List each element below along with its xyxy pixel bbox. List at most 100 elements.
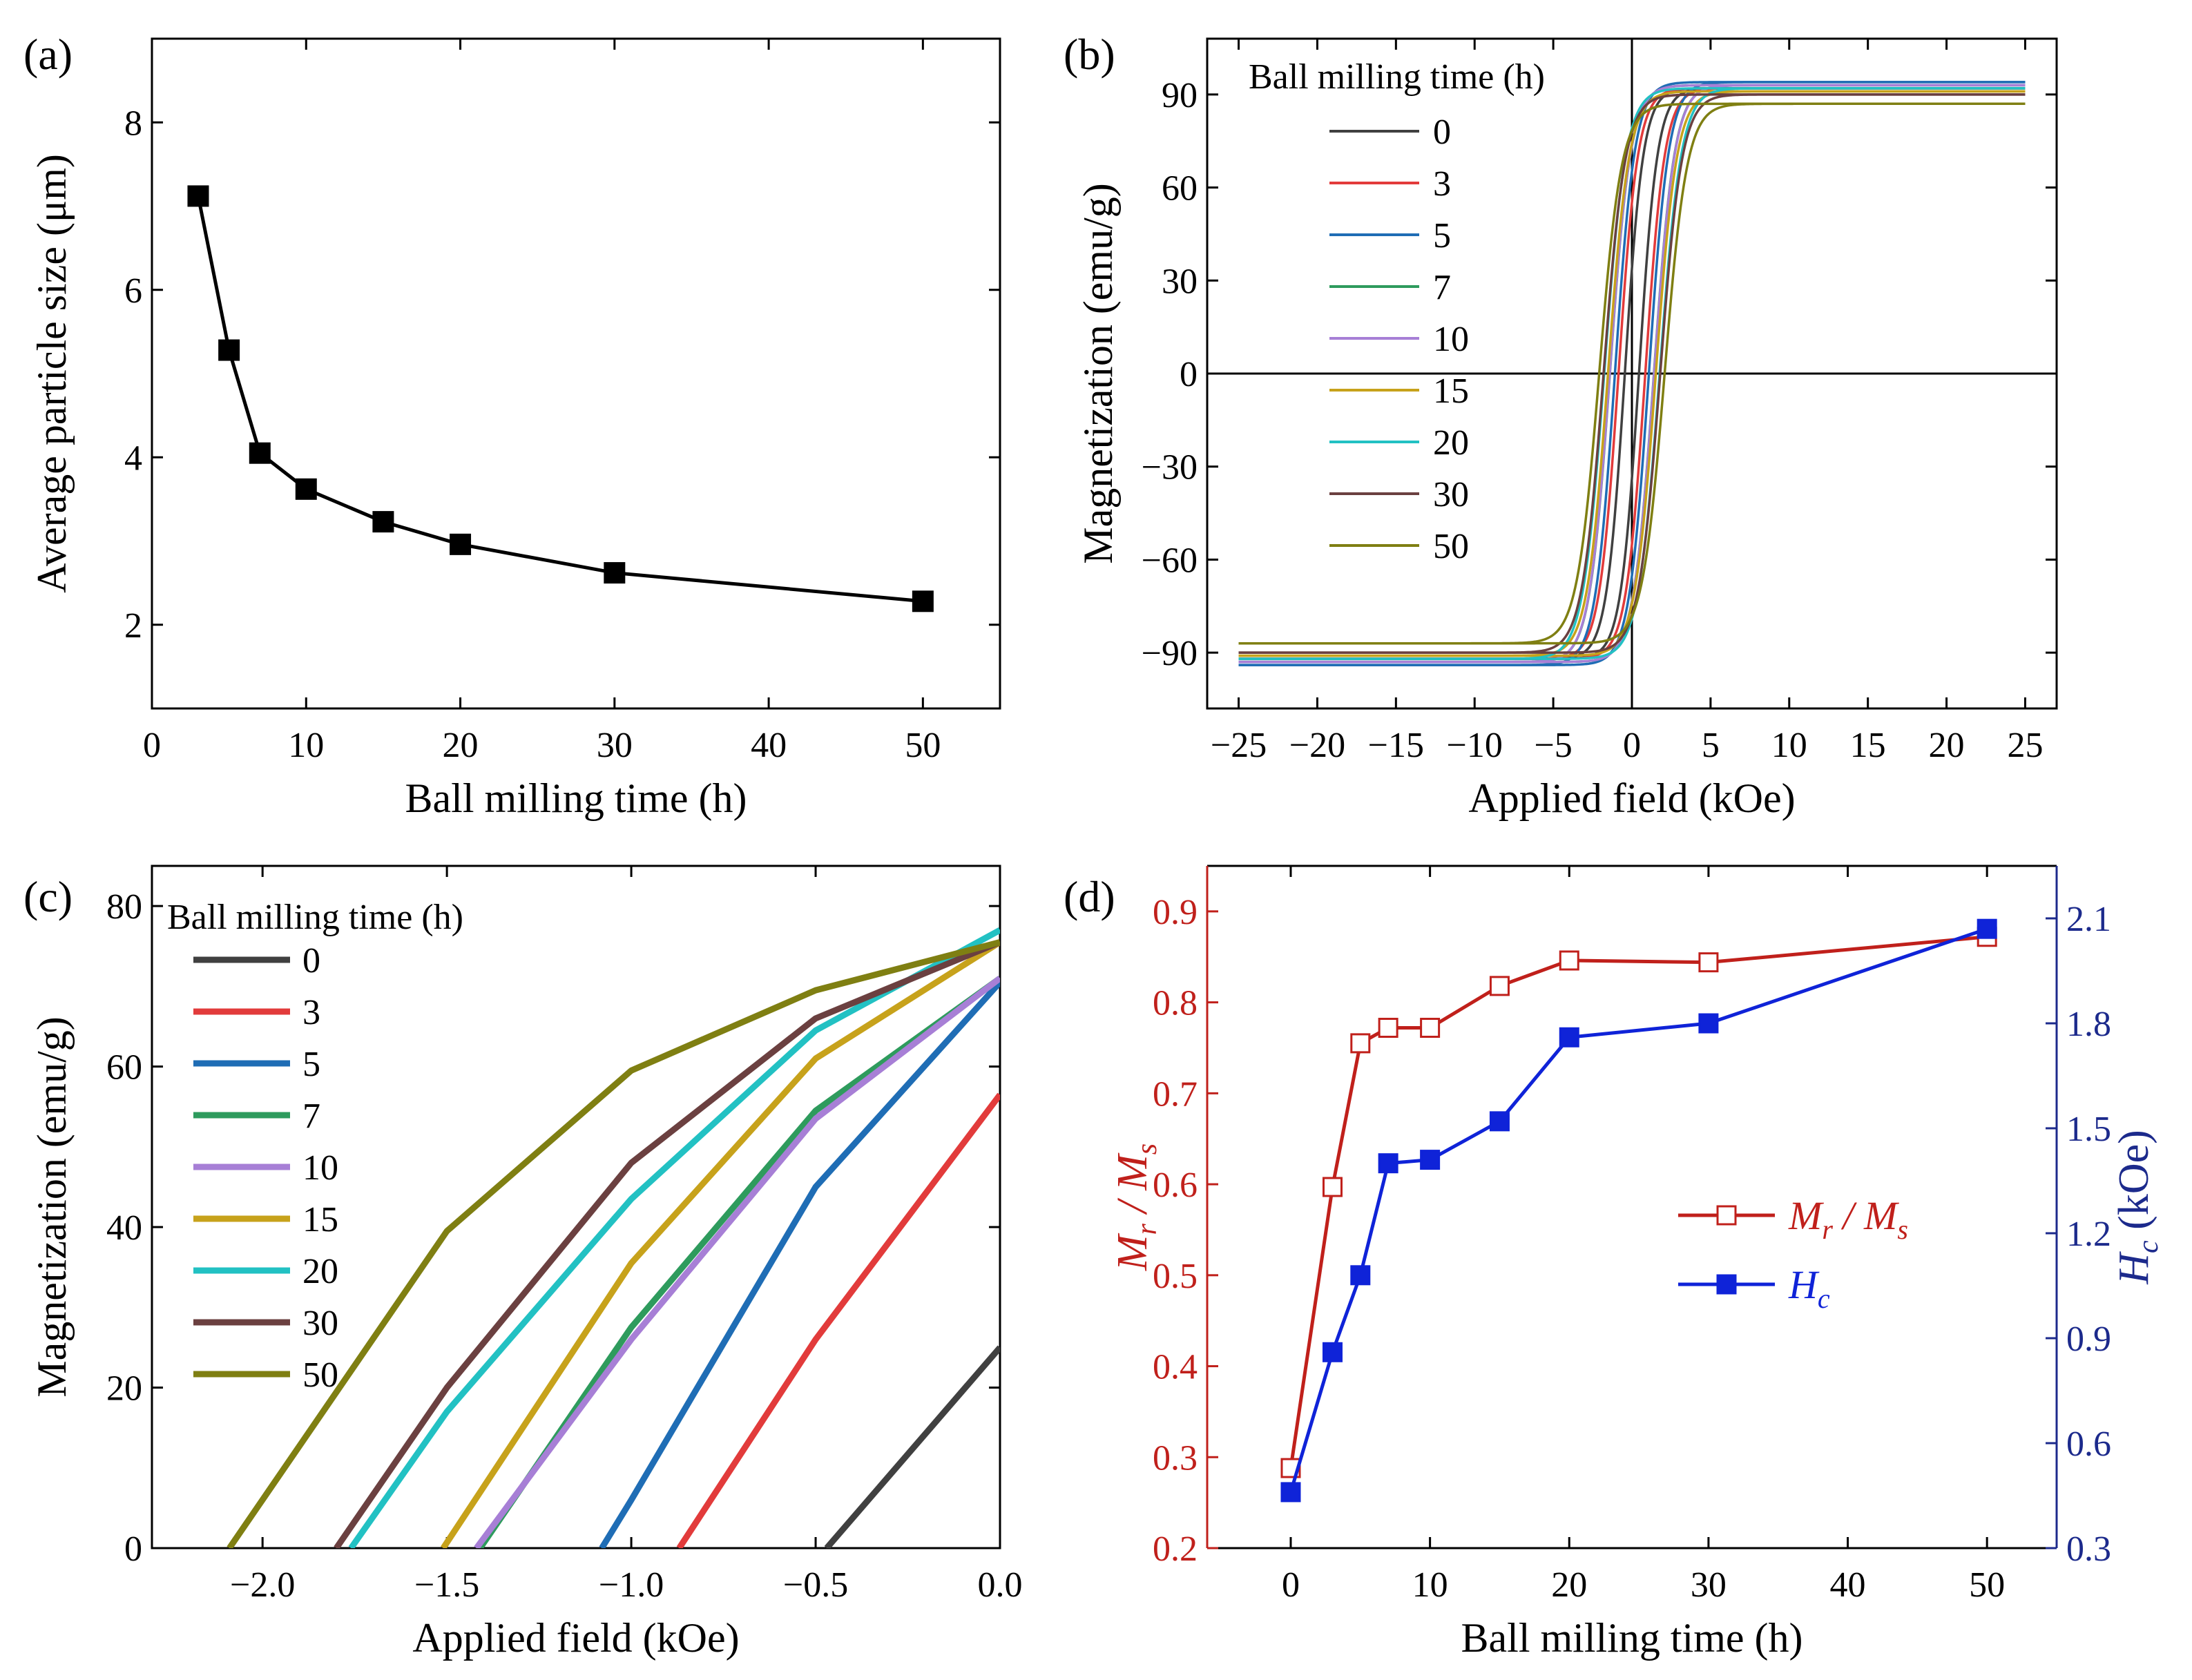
panel-b-ytick-label: 30 [1162,262,1198,301]
panel-c-legend-label-5: 5 [302,1045,320,1084]
panel-c-letter: (c) [23,872,73,921]
panel-d-right-ytick-label: 2.1 [2066,900,2111,939]
panel-b-series-line-5-descending [1238,81,2026,666]
panel-d-legend-label-mr-ms: Mr / Ms [1788,1193,1908,1245]
panel-a-data-point [372,511,394,533]
panel-b-legend-label-10: 10 [1433,320,1469,359]
panel-d-remanence-and-coercivity: (d) 0 10 20 30 40 50 0.2 0.3 0.4 0.5 0.6 0.7 0.8 0.9 0… [1064,865,2164,1661]
panel-c-legend-label-7: 7 [302,1097,320,1136]
panel-d-data-point-mr-ms [1420,1017,1441,1038]
panel-a-ytick-label: 6 [124,271,142,311]
panel-a-y-axis-title: Average particle size (μm) [29,154,75,593]
panel-b-ytick-label: −60 [1142,541,1198,580]
panel-c-legend-label-20: 20 [302,1252,338,1291]
panel-b-ytick-label: 60 [1162,169,1198,209]
panel-d-data-point-hc [1322,1342,1343,1362]
panel-d-right-ytick-label: 1.5 [2066,1110,2111,1149]
panel-c-series-line-7 [477,976,1000,1548]
panel-d-xtick-label: 40 [1830,1565,1866,1605]
panel-b-series-line-15-descending [1238,90,2026,657]
panel-b-legend-label-30: 30 [1433,475,1469,514]
panel-d-legend-marker-mr-ms [1716,1205,1737,1226]
panel-b-y-axis-title: Magnetization (emu/g) [1075,183,1121,563]
panel-d-data-point-hc [1977,918,1997,939]
panel-c-ytick-label: 20 [106,1369,142,1409]
panel-b-xtick-label: 10 [1771,726,1807,765]
panel-d-right-axis-title: Hc (kOe) [2111,1130,2164,1285]
panel-c-x-axis-title: Applied field (kOe) [412,1615,739,1661]
panel-b-legend-label-7: 7 [1433,268,1451,307]
panel-a-xtick-label: 40 [751,726,787,765]
panel-b-xtick-label: −25 [1211,726,1267,765]
panel-b-xtick-label: −20 [1289,726,1345,765]
panel-d-data-point-hc [1420,1150,1441,1170]
panel-c-legend-label-3: 3 [302,993,320,1032]
panel-b-legend-label-0: 0 [1433,113,1451,152]
panel-d-letter: (d) [1064,872,1115,921]
panel-a-data-point [218,339,240,361]
panel-c-legend-label-50: 50 [302,1355,338,1395]
panel-c-frame [151,865,1001,1549]
panel-d-x-axis-title: Ball milling time (h) [1461,1615,1803,1661]
panel-d-data-point-mr-ms [1378,1017,1398,1038]
panel-a-series-line [196,195,923,604]
panel-d-data-point-mr-ms [1698,952,1719,973]
panel-c-series-line-5 [599,980,1000,1548]
panel-b-xtick-label: 25 [2007,726,2043,765]
panel-d-xtick-label: 10 [1412,1565,1448,1605]
panel-a-ytick-label: 4 [124,438,142,478]
panel-d-left-axis-title: Mr / Ms [1109,1143,1163,1271]
panel-b-legend-label-3: 3 [1433,164,1451,204]
panel-d-right-axis-title-part: c [2133,1240,2164,1253]
panel-d-right-ytick-label: 0.9 [2066,1320,2111,1359]
panel-c-legend-label-15: 15 [302,1200,338,1239]
panel-d-legend-label-hc: Hc [1788,1262,1830,1314]
panel-c-xtick-label: −0.5 [783,1565,848,1605]
panel-b-legend-label-50: 50 [1433,527,1469,566]
panel-b-ytick-label: −90 [1142,634,1198,673]
panel-d-left-axis-title-part: / M [1109,1152,1156,1224]
panel-b-ytick-label: −30 [1142,448,1198,487]
panel-c-ytick-label: 60 [106,1048,142,1088]
panel-b-xtick-label: −15 [1368,726,1424,765]
panel-b-series-line-50-descending [1238,102,2026,645]
panel-c-xtick-label: −1.0 [599,1565,664,1605]
panel-c-legend-label-30: 30 [302,1304,338,1343]
panel-c-xtick-label: −1.5 [414,1565,479,1605]
panel-c-ytick-label: 0 [124,1529,142,1569]
panel-d-xtick-label: 50 [1969,1565,2005,1605]
panel-d-data-point-mr-ms [1322,1177,1343,1197]
panel-a-data-point [912,590,934,612]
panel-d-legend-label-part: M [1788,1193,1824,1238]
panel-b-xtick-label: 0 [1623,726,1641,765]
panel-a-ytick-label: 8 [124,104,142,143]
panel-d-left-ytick-label: 0.2 [1153,1529,1198,1569]
panel-c-series-line-15 [441,939,1000,1548]
panel-d-right-ytick-label: 0.3 [2066,1529,2111,1569]
panel-a-xtick-label: 30 [597,726,633,765]
panel-d-right-axis-title-part: (kOe) [2111,1130,2157,1240]
panel-c-y-axis-title: Magnetization (emu/g) [29,1016,75,1397]
panel-d-right-axis-title-part: H [2111,1251,2157,1285]
panel-d-left-ytick-label: 0.4 [1153,1348,1198,1387]
panel-c-xtick-label: 0.0 [978,1565,1023,1605]
panel-d-left-ytick-label: 0.8 [1153,984,1198,1023]
panel-d-left-axis-title-part: M [1109,1233,1156,1271]
panel-d-data-point-mr-ms [1489,976,1510,996]
panel-a-xtick-label: 20 [443,726,479,765]
panel-c-legend-label-10: 10 [302,1148,338,1188]
panel-b-hysteresis-loops: (b) −25 −20 −15 −10 −5 0 5 10 15 20 25−90−60−30030… [1064,30,2058,821]
panel-d-left-axis-title-part: r [1131,1223,1163,1235]
panel-b-legend-label-15: 15 [1433,371,1469,411]
panel-a-data-point [187,185,209,207]
panel-d-data-point-hc [1350,1265,1371,1286]
panel-a-milling-time-vs-particle-size: (a) 0 10 20 30 40 50 2 4 6 8 Ball milling time (h)… [23,30,1001,821]
panel-b-legend-label-20: 20 [1433,423,1469,463]
panel-c-ytick-label: 80 [106,887,142,927]
panel-d-legend-label-part: c [1818,1283,1830,1314]
panel-d-data-point-mr-ms [1350,1033,1371,1054]
panel-d-legend-label-part: H [1788,1262,1820,1307]
panel-a-xtick-label: 0 [143,726,161,765]
panel-c-series-line-20 [348,927,1000,1548]
